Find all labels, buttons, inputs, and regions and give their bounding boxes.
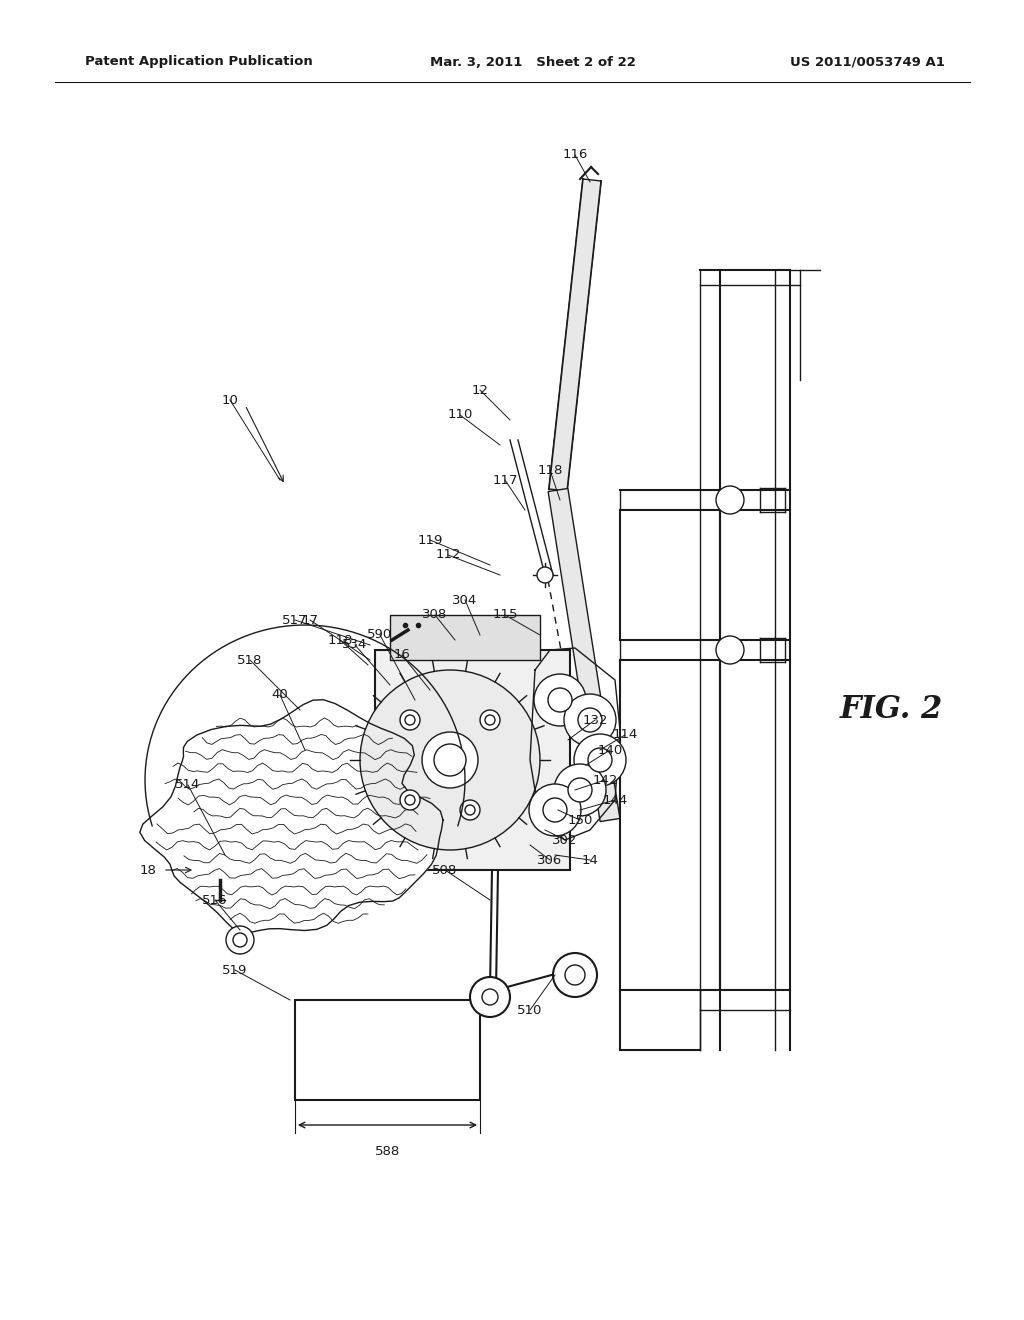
Text: 142: 142 [592, 774, 617, 787]
Circle shape [554, 764, 606, 816]
Polygon shape [548, 488, 620, 821]
Circle shape [406, 715, 415, 725]
Text: 116: 116 [562, 149, 588, 161]
Circle shape [574, 734, 626, 785]
Text: 17: 17 [301, 614, 318, 627]
Text: 112: 112 [435, 549, 461, 561]
Circle shape [529, 784, 581, 836]
Text: 518: 518 [238, 653, 263, 667]
Circle shape [460, 800, 480, 820]
Text: 519: 519 [222, 964, 248, 977]
Circle shape [548, 688, 572, 711]
Circle shape [568, 777, 592, 803]
Text: 115: 115 [493, 609, 518, 622]
Bar [375, 649, 570, 870]
Text: 117: 117 [493, 474, 518, 487]
Text: 144: 144 [602, 793, 628, 807]
Text: 516: 516 [203, 894, 227, 907]
Text: 119: 119 [418, 533, 442, 546]
Text: 588: 588 [375, 1144, 400, 1158]
Text: 514: 514 [175, 779, 201, 792]
Polygon shape [140, 700, 443, 933]
Text: 12: 12 [471, 384, 488, 396]
Circle shape [537, 568, 553, 583]
Circle shape [400, 789, 420, 810]
Circle shape [465, 805, 475, 814]
Text: 18: 18 [139, 863, 157, 876]
Circle shape [434, 744, 466, 776]
Circle shape [716, 636, 744, 664]
Text: 517: 517 [283, 614, 308, 627]
Circle shape [716, 486, 744, 513]
Text: 40: 40 [271, 689, 289, 701]
Text: US 2011/0053749 A1: US 2011/0053749 A1 [790, 55, 945, 69]
Bar [295, 1001, 480, 1100]
Circle shape [543, 799, 567, 822]
Text: 308: 308 [422, 609, 447, 622]
Text: 510: 510 [517, 1003, 543, 1016]
Circle shape [534, 675, 586, 726]
Text: 14: 14 [582, 854, 598, 866]
Circle shape [564, 694, 616, 746]
Text: 118: 118 [328, 634, 352, 647]
Circle shape [485, 715, 495, 725]
Text: 302: 302 [552, 833, 578, 846]
Text: 132: 132 [583, 714, 608, 726]
Text: Mar. 3, 2011   Sheet 2 of 22: Mar. 3, 2011 Sheet 2 of 22 [430, 55, 636, 69]
Circle shape [422, 733, 478, 788]
Polygon shape [549, 180, 601, 491]
Circle shape [480, 710, 500, 730]
Circle shape [565, 965, 585, 985]
Text: FIG. 2: FIG. 2 [840, 694, 943, 726]
Circle shape [482, 989, 498, 1005]
Text: 114: 114 [612, 729, 638, 742]
Circle shape [360, 671, 540, 850]
Circle shape [588, 748, 612, 772]
Circle shape [553, 953, 597, 997]
Text: 306: 306 [538, 854, 562, 866]
Text: 150: 150 [567, 813, 593, 826]
Circle shape [400, 710, 420, 730]
Circle shape [226, 927, 254, 954]
Text: 118: 118 [538, 463, 562, 477]
Text: 10: 10 [221, 393, 239, 407]
Text: 16: 16 [393, 648, 411, 661]
Text: 534: 534 [342, 639, 368, 652]
Text: 110: 110 [447, 408, 473, 421]
Circle shape [233, 933, 247, 946]
Text: 304: 304 [453, 594, 477, 606]
Circle shape [470, 977, 510, 1016]
Text: 508: 508 [432, 863, 458, 876]
Text: 590: 590 [368, 628, 392, 642]
Text: 140: 140 [597, 743, 623, 756]
Bar [390, 615, 540, 660]
Circle shape [578, 708, 602, 733]
Circle shape [406, 795, 415, 805]
Text: Patent Application Publication: Patent Application Publication [85, 55, 312, 69]
